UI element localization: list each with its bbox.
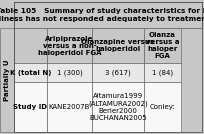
Bar [144, 28, 181, 63]
Text: KANE2007B: KANE2007B [49, 104, 90, 110]
Text: Partially U: Partially U [4, 59, 10, 101]
Text: Altamura1999
(ALTAMURA2002)
Berier2000
BUCHANAN2005: Altamura1999 (ALTAMURA2002) Berier2000 B… [88, 93, 148, 121]
Text: Olanzapine versus
haloperidol: Olanzapine versus haloperidol [81, 39, 154, 52]
Text: 1 (300): 1 (300) [57, 69, 82, 76]
Bar [47, 28, 92, 63]
Bar [92, 63, 144, 82]
Bar [47, 82, 92, 132]
Text: Conley:: Conley: [150, 104, 175, 110]
Bar [14, 63, 47, 82]
Bar [47, 63, 92, 82]
Text: 3 (617): 3 (617) [105, 69, 131, 76]
Text: Olanza
versus a
haloper
FGA: Olanza versus a haloper FGA [146, 32, 179, 59]
Bar [92, 28, 144, 63]
Bar [92, 82, 144, 132]
Text: Aripiprazole
versus a non-
haloperidol FGA: Aripiprazole versus a non- haloperidol F… [38, 36, 101, 56]
Text: K (total N): K (total N) [10, 70, 51, 76]
Bar [14, 28, 47, 63]
Text: Table 105   Summary of study characteristics for RCT
illness has not responded a: Table 105 Summary of study characteristi… [0, 8, 204, 21]
Text: 1 (84): 1 (84) [152, 69, 173, 76]
Bar [14, 2, 202, 28]
Bar [14, 82, 47, 132]
Bar [0, 28, 14, 132]
Bar [144, 63, 181, 82]
Bar [144, 82, 181, 132]
Text: Study ID: Study ID [13, 104, 48, 110]
